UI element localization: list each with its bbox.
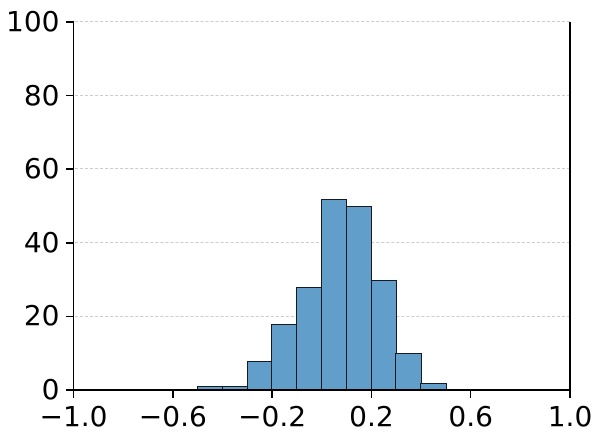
- x-tick-label: −1.0: [39, 400, 108, 433]
- x-tick-mark: [72, 390, 75, 398]
- y-tick-mark: [65, 315, 74, 318]
- gridline-y-80: [74, 94, 570, 96]
- x-tick-label: −0.2: [238, 400, 307, 433]
- histogram-bar: [370, 279, 397, 390]
- y-tick-mark: [65, 242, 74, 244]
- y-tick-label: 80: [23, 78, 60, 112]
- y-tick-label: 20: [23, 299, 60, 333]
- histogram-bar: [246, 360, 273, 390]
- histogram-bar: [321, 198, 348, 390]
- histogram-bar: [296, 286, 323, 390]
- x-tick-mark: [370, 390, 373, 398]
- y-tick-mark: [65, 389, 74, 391]
- histogram-bar: [345, 206, 373, 390]
- x-tick-label: 0.2: [349, 400, 394, 433]
- y-axis-line: [72, 22, 75, 391]
- x-axis-line: [72, 389, 571, 391]
- x-tick-label: 1.0: [547, 400, 593, 433]
- y-tick-mark: [65, 21, 74, 23]
- histogram-bar: [395, 353, 422, 390]
- right-axis-line: [569, 22, 571, 391]
- histogram-bar: [271, 323, 298, 390]
- y-tick-label: 40: [23, 225, 60, 259]
- x-tick-label: −0.6: [138, 400, 207, 433]
- x-tick-label: 0.6: [448, 400, 493, 433]
- y-tick-label: 0: [41, 373, 60, 406]
- x-tick-mark: [271, 390, 273, 398]
- y-tick-label: 100: [6, 5, 60, 38]
- gridline-y-60: [74, 168, 570, 170]
- histogram-bar: [420, 382, 447, 390]
- x-tick-mark: [469, 390, 472, 398]
- y-tick-label: 60: [23, 152, 60, 186]
- gridline-y-100: [74, 21, 570, 23]
- y-tick-mark: [65, 94, 74, 97]
- y-tick-mark: [65, 168, 74, 170]
- x-tick-mark: [172, 390, 174, 398]
- x-tick-mark: [569, 390, 571, 398]
